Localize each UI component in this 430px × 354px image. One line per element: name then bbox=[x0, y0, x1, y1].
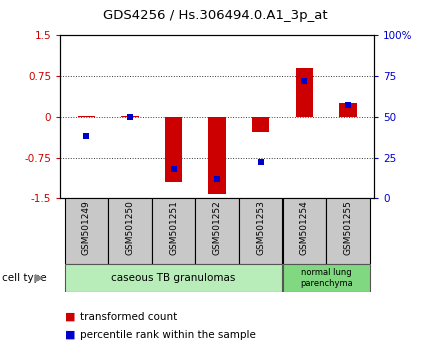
Text: GSM501254: GSM501254 bbox=[300, 200, 309, 255]
Text: cell type: cell type bbox=[2, 273, 47, 283]
Bar bbox=[64, 198, 108, 264]
Text: normal lung
parenchyma: normal lung parenchyma bbox=[300, 268, 353, 287]
Bar bbox=[78, 116, 95, 117]
Bar bbox=[196, 198, 239, 264]
Bar bbox=[108, 198, 152, 264]
Bar bbox=[239, 198, 283, 264]
Text: GSM501252: GSM501252 bbox=[213, 200, 221, 255]
Bar bbox=[165, 117, 182, 182]
Text: ■: ■ bbox=[64, 330, 75, 339]
Text: caseous TB granulomas: caseous TB granulomas bbox=[111, 273, 236, 283]
Bar bbox=[152, 198, 195, 264]
Bar bbox=[121, 116, 138, 117]
Bar bbox=[209, 117, 226, 194]
Text: transformed count: transformed count bbox=[80, 312, 177, 322]
Bar bbox=[283, 264, 370, 292]
Text: percentile rank within the sample: percentile rank within the sample bbox=[80, 330, 255, 339]
Text: ■: ■ bbox=[64, 312, 75, 322]
Text: GSM501253: GSM501253 bbox=[256, 200, 265, 255]
Bar bbox=[326, 198, 370, 264]
Text: GSM501250: GSM501250 bbox=[126, 200, 135, 255]
Text: GSM501249: GSM501249 bbox=[82, 200, 91, 255]
Bar bbox=[252, 117, 270, 132]
Text: GSM501251: GSM501251 bbox=[169, 200, 178, 255]
Bar bbox=[339, 103, 356, 117]
Text: ▶: ▶ bbox=[35, 273, 44, 283]
Bar bbox=[64, 264, 283, 292]
Bar bbox=[283, 198, 326, 264]
Text: GSM501255: GSM501255 bbox=[344, 200, 353, 255]
Bar bbox=[296, 68, 313, 117]
Text: GDS4256 / Hs.306494.0.A1_3p_at: GDS4256 / Hs.306494.0.A1_3p_at bbox=[103, 9, 327, 22]
